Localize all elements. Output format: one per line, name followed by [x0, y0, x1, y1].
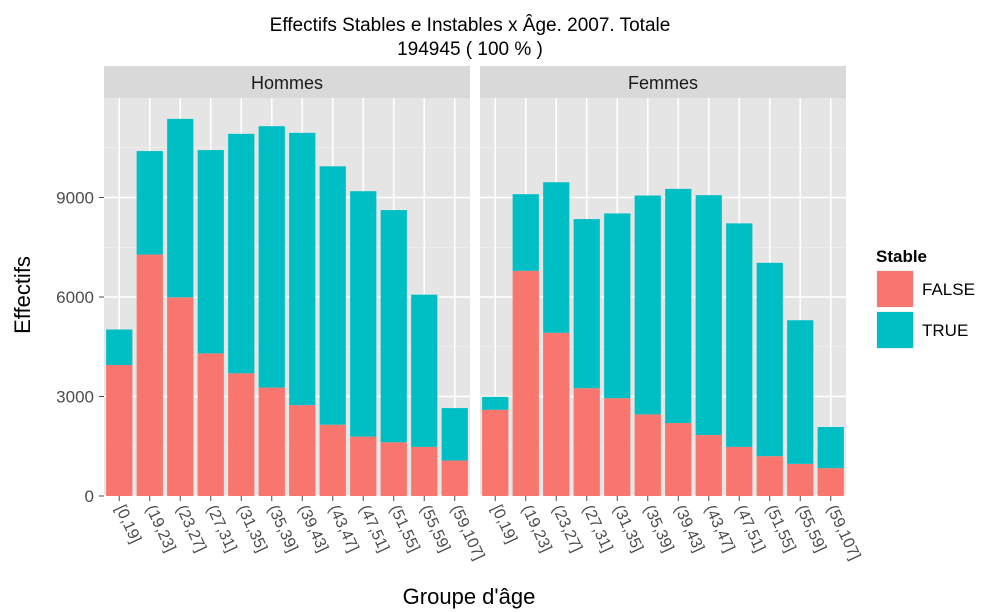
bar-hommes-false-5	[258, 387, 285, 496]
bar-femmes-false-0	[482, 409, 509, 496]
x-tick-label: (59,107]	[823, 503, 863, 563]
legend: Stable FALSE TRUE	[876, 247, 975, 349]
bar-hommes-true-4	[228, 133, 255, 374]
bar-hommes-false-4	[228, 373, 255, 496]
facet-strip	[480, 66, 846, 98]
y-tick-label: 0	[85, 487, 94, 506]
facet-strip-label: Femmes	[628, 73, 698, 93]
bar-hommes-false-6	[289, 405, 316, 496]
bar-hommes-true-6	[289, 132, 316, 406]
bar-hommes-true-0	[106, 329, 133, 365]
x-axis-title: Groupe d'âge	[403, 584, 536, 609]
panel-femmes: Femmes[0,19](19,23](23,27](27,31](31,35]…	[480, 66, 863, 563]
bar-femmes-false-1	[512, 270, 539, 496]
bar-hommes-true-3	[197, 150, 224, 354]
bar-femmes-false-7	[695, 434, 722, 496]
bar-femmes-false-2	[543, 332, 570, 496]
bar-hommes-false-9	[380, 442, 407, 496]
y-axis-title: Effectifs	[10, 256, 35, 334]
bar-hommes-true-11	[441, 408, 468, 461]
bar-femmes-true-1	[512, 194, 539, 271]
bar-femmes-true-9	[756, 262, 783, 457]
bar-femmes-true-0	[482, 396, 509, 410]
bar-hommes-false-10	[411, 446, 438, 496]
bar-hommes-true-8	[350, 191, 377, 437]
bar-hommes-false-7	[319, 424, 346, 496]
bar-femmes-false-8	[726, 446, 753, 496]
bar-femmes-false-10	[787, 463, 814, 496]
facet-strip-label: Hommes	[251, 73, 323, 93]
bar-hommes-true-9	[380, 210, 407, 443]
x-tick-label: (59,107]	[447, 503, 487, 563]
bar-hommes-false-2	[167, 297, 194, 496]
bar-femmes-false-3	[573, 388, 600, 496]
bar-femmes-false-5	[634, 414, 661, 496]
bar-femmes-false-9	[756, 456, 783, 496]
bar-hommes-false-11	[441, 460, 468, 496]
bar-hommes-false-3	[197, 353, 224, 496]
legend-title: Stable	[876, 247, 927, 266]
chart-title-line1: Effectifs Stables e Instables x Âge. 200…	[270, 14, 671, 36]
bar-femmes-false-4	[604, 398, 631, 496]
bar-femmes-true-4	[604, 213, 631, 399]
facet-strip	[104, 66, 470, 98]
bar-hommes-false-8	[350, 436, 377, 496]
x-tick-label: [0,19]	[488, 503, 520, 546]
bar-femmes-true-11	[817, 427, 844, 469]
x-tick-label: [0,19]	[112, 503, 144, 546]
legend-swatch-true	[877, 312, 913, 348]
y-tick-label: 9000	[56, 189, 94, 208]
bar-femmes-true-5	[634, 195, 661, 415]
y-tick-label: 6000	[56, 288, 94, 307]
legend-swatch-false	[877, 271, 913, 307]
panel-hommes: Hommes[0,19](19,23](23,27](27,31](31,35]…	[104, 66, 487, 563]
bar-femmes-false-11	[817, 468, 844, 496]
legend-label-true: TRUE	[922, 321, 968, 340]
y-tick-label: 3000	[56, 388, 94, 407]
bar-femmes-false-6	[665, 423, 692, 496]
bar-hommes-true-10	[411, 294, 438, 447]
legend-label-false: FALSE	[922, 280, 975, 299]
bar-femmes-true-6	[665, 188, 692, 424]
bar-hommes-true-1	[136, 151, 163, 255]
bar-hommes-false-0	[106, 364, 133, 496]
bar-hommes-true-2	[167, 118, 194, 298]
bar-femmes-true-10	[787, 320, 814, 464]
bar-femmes-true-3	[573, 219, 600, 389]
bar-femmes-true-8	[726, 223, 753, 447]
bar-hommes-true-7	[319, 166, 346, 425]
bar-femmes-true-2	[543, 182, 570, 333]
bar-hommes-false-1	[136, 254, 163, 496]
bar-femmes-true-7	[695, 195, 722, 435]
bar-hommes-true-5	[258, 126, 285, 388]
chart-title-line2: 194945 ( 100 % )	[397, 39, 543, 60]
